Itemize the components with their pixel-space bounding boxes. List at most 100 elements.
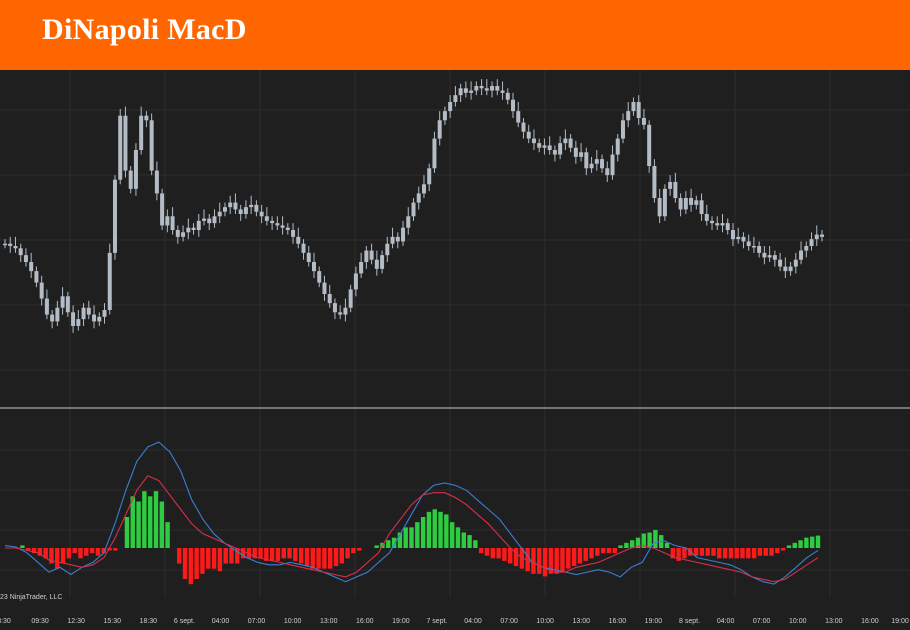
candle-body: [730, 230, 735, 240]
candle-body: [652, 166, 657, 198]
candle-body: [186, 227, 191, 233]
candle-body: [44, 298, 49, 315]
histogram-bar-up: [403, 527, 408, 548]
candle-body: [65, 296, 70, 313]
histogram-bar-down: [206, 548, 211, 569]
x-tick-label: 10:00: [284, 618, 302, 625]
histogram-bar-up: [809, 536, 815, 548]
histogram-bar-down: [484, 548, 490, 556]
histogram-bar-down: [595, 548, 600, 556]
candle-body: [804, 246, 809, 251]
histogram-bar-down: [478, 548, 484, 554]
candle-body: [60, 296, 65, 308]
candle-body: [521, 122, 526, 132]
histogram-bar-up: [647, 532, 652, 548]
histogram-bar-up: [386, 540, 391, 548]
candle-body: [610, 154, 615, 176]
histogram-bar-up: [467, 535, 472, 548]
histogram-bar-down: [293, 548, 298, 561]
macd-line: [4, 441, 819, 585]
candle-body: [118, 115, 123, 180]
candle-body: [170, 216, 175, 230]
candle-body: [102, 310, 107, 317]
candle-body: [327, 294, 332, 304]
histogram-bar-up: [147, 496, 153, 548]
histogram-bar-down: [200, 548, 205, 574]
x-tick-label: 8:30: [0, 618, 11, 625]
candle-body: [23, 255, 28, 262]
x-tick-label: 18:30: [140, 618, 158, 625]
candle-body: [139, 115, 144, 150]
trading-chart[interactable]: 8:30 09:30 12:30 15:30 18:30 6 sept. 04:00 07:0…: [0, 70, 910, 630]
candle-body: [71, 312, 76, 326]
candle-body: [380, 255, 385, 269]
candle-body: [332, 303, 337, 313]
candle-body: [259, 211, 264, 217]
candle-body: [767, 255, 772, 258]
candle-body: [615, 138, 620, 155]
histogram-bar-up: [153, 491, 159, 548]
candle-body: [495, 86, 500, 91]
histogram-bar-down: [699, 548, 705, 556]
histogram-bar-up: [165, 522, 170, 548]
x-tick-label: 15:30: [103, 618, 121, 625]
candle-body: [704, 214, 709, 221]
histogram-bar-up: [629, 540, 635, 548]
histogram-bar-down: [740, 548, 745, 559]
candle-body: [757, 246, 762, 253]
histogram-bar-down: [223, 548, 228, 564]
candle-body: [725, 223, 730, 230]
x-tick-label: 10:00: [789, 618, 807, 625]
histogram-bar-down: [107, 548, 112, 551]
histogram-bar-up: [798, 540, 803, 548]
candle-body: [751, 246, 756, 248]
candle-body: [736, 236, 741, 240]
candle-body: [291, 230, 296, 237]
histogram-bar-up: [449, 522, 455, 548]
histogram-bar-up: [420, 517, 426, 548]
histogram-bar-down: [717, 548, 722, 559]
candle-body: [112, 179, 117, 253]
histogram-bar-down: [775, 548, 780, 554]
histogram-bar-down: [769, 548, 774, 556]
candle-body: [97, 316, 102, 322]
candle-body: [505, 92, 510, 100]
histogram-bar-down: [763, 548, 768, 556]
histogram-bar-up: [438, 511, 443, 548]
histogram-bar-down: [60, 548, 66, 564]
histogram-bar-down: [240, 548, 246, 559]
histogram-bar-up: [792, 542, 797, 548]
histogram-bar-up: [426, 511, 432, 548]
candle-body: [788, 266, 793, 272]
title-banner: DiNapoli MacD: [0, 0, 910, 70]
candle-body: [311, 262, 316, 272]
histogram-bar-down: [600, 548, 606, 554]
candle-body: [123, 115, 128, 171]
histogram-bar-down: [258, 548, 263, 559]
histogram-bar-down: [78, 548, 83, 559]
candle-body: [364, 250, 369, 262]
histogram-bar-down: [757, 548, 763, 556]
candle-body: [154, 170, 159, 194]
candle-body: [432, 138, 437, 169]
histogram-bar-up: [664, 542, 670, 548]
histogram-bar-down: [333, 548, 339, 567]
candle-body: [442, 111, 447, 121]
histogram-bar-down: [357, 548, 362, 551]
histogram-bar-up: [815, 535, 821, 548]
histogram-bar-down: [26, 548, 31, 551]
candle-body: [584, 152, 589, 169]
candle-body: [537, 143, 542, 148]
x-tick-label: 04:00: [717, 618, 735, 625]
histogram-bar-up: [409, 527, 414, 548]
candle-body: [133, 150, 138, 189]
histogram-bar-down: [531, 548, 536, 574]
candle-body: [772, 255, 777, 260]
x-axis-labels: 8:30 09:30 12:30 15:30 18:30 6 sept. 04:00 07:0…: [0, 618, 909, 625]
candle-body: [683, 198, 688, 210]
candle-body: [573, 147, 578, 157]
candle-body: [673, 182, 678, 198]
candle-body: [144, 115, 149, 121]
histogram-bar-up: [130, 496, 135, 548]
histogram-bar-down: [177, 548, 182, 564]
